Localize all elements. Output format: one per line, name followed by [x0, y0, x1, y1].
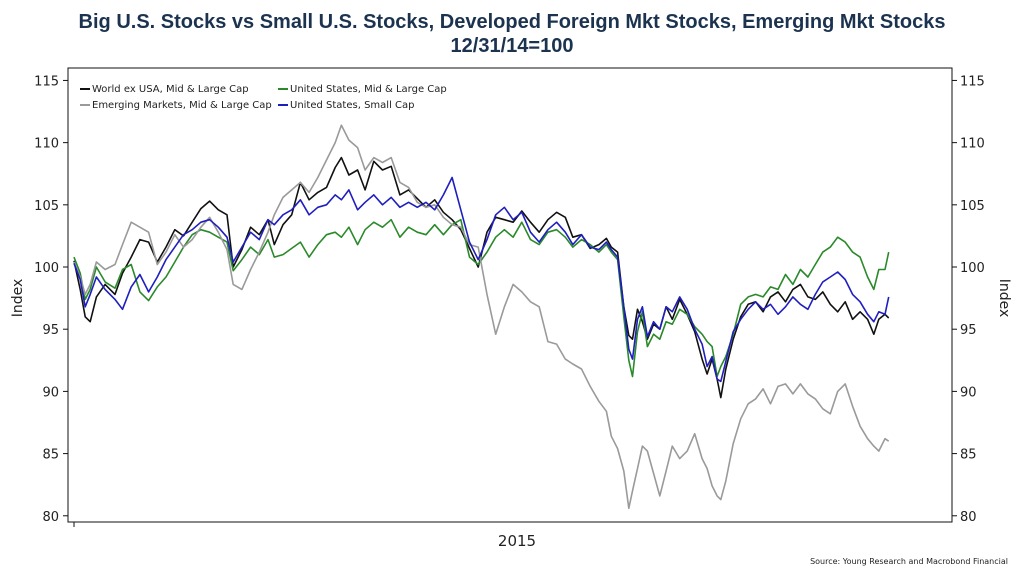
chart-legend: World ex USA, Mid & Large Cap United Stat… [80, 84, 447, 111]
chart-axes: 80 80 85 85 90 90 95 95 100 100 105 105 110 110 115 115 [34, 67, 985, 527]
y-tick-label-right: 90 [960, 385, 977, 400]
source-note: Source: Young Research and Macrobond Fin… [810, 557, 1008, 566]
series-line-3 [73, 124, 890, 510]
legend-label: United States, Small Cap [290, 100, 414, 111]
y-tick-label-left: 115 [34, 74, 59, 89]
series-line-1 [73, 156, 890, 399]
chart-title: Big U.S. Stocks vs Small U.S. Stocks, De… [0, 10, 1024, 58]
chart-title-line1: Big U.S. Stocks vs Small U.S. Stocks, De… [78, 11, 946, 33]
y-tick-label-right: 95 [960, 323, 977, 338]
series-line-2 [73, 218, 890, 378]
y-tick-label-right: 85 [960, 448, 977, 463]
chart-series-group [73, 124, 890, 510]
y-tick-label-left: 90 [42, 385, 59, 400]
y-tick-label-right: 80 [960, 510, 977, 525]
y-tick-label-left: 110 [34, 137, 59, 152]
chart-title-line2: 12/31/14=100 [450, 35, 574, 57]
y-tick-label-left: 95 [42, 323, 59, 338]
y-tick-label-left: 85 [42, 448, 59, 463]
y-axis-label-right: Index [996, 279, 1012, 318]
y-tick-label-right: 110 [960, 137, 985, 152]
legend-label: World ex USA, Mid & Large Cap [92, 84, 249, 95]
y-tick-label-left: 100 [34, 261, 59, 276]
y-tick-label-right: 105 [960, 199, 985, 214]
y-axis-label-left: Index [10, 279, 26, 318]
legend-label: United States, Mid & Large Cap [290, 84, 447, 95]
plot-frame [67, 67, 953, 523]
series-line-4 [73, 176, 890, 383]
y-tick-label-left: 105 [34, 199, 59, 214]
y-tick-label-right: 100 [960, 261, 985, 276]
x-tick-label: 2015 [498, 532, 536, 550]
legend-label: Emerging Markets, Mid & Large Cap [92, 100, 272, 111]
y-tick-label-right: 115 [960, 74, 985, 89]
y-tick-label-left: 80 [42, 510, 59, 525]
